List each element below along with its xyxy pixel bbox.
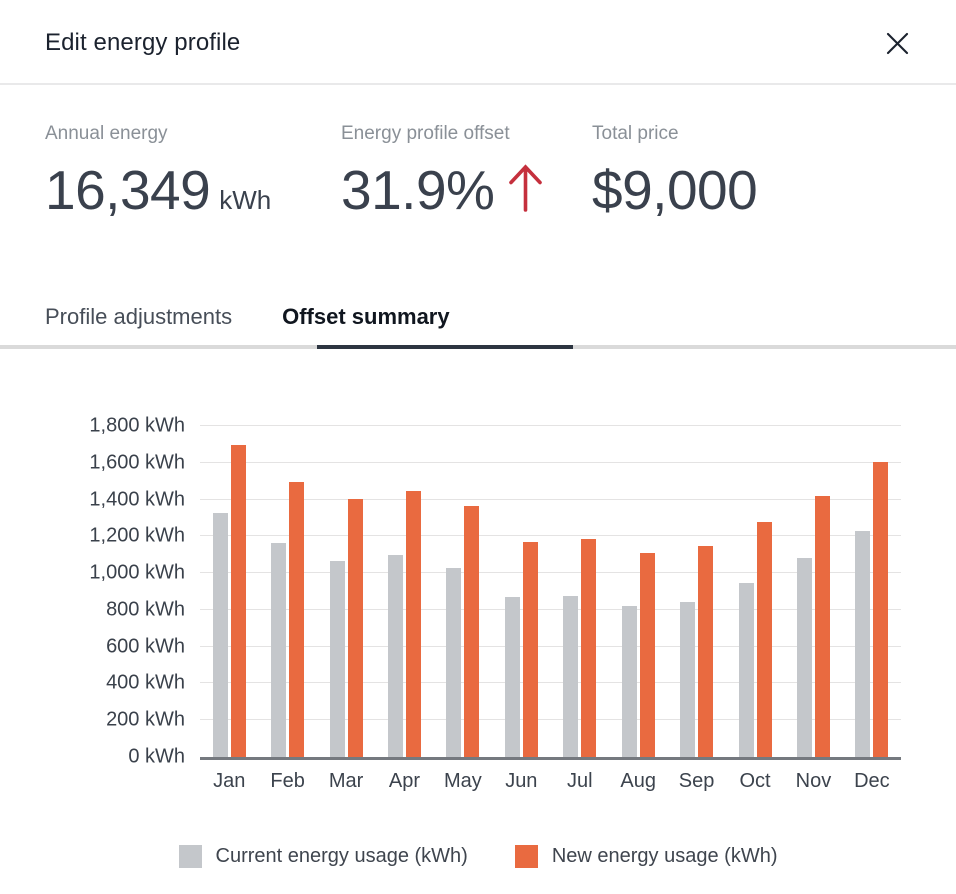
bar-current-sep (680, 601, 696, 757)
stat-energy-profile-offset: Energy profile offset 31.9% (341, 123, 592, 219)
legend-swatch-new (514, 845, 538, 868)
y-tick-label-1800: 1,800 kWh (89, 414, 185, 437)
x-tick-label-dec: Dec (854, 770, 890, 792)
close-icon (884, 30, 911, 57)
legend-label-new: New energy usage (kWh) (551, 845, 778, 867)
bar-current-jan (212, 513, 228, 757)
legend-label-current: Current energy usage (kWh) (215, 845, 468, 867)
stat-label: Energy profile offset (341, 123, 510, 144)
annual-energy-value: 16,349 (45, 159, 211, 221)
bar-group-apr (375, 426, 433, 757)
bar-current-jun (504, 597, 520, 757)
y-tick-label-600: 600 kWh (106, 635, 185, 658)
bar-group-dec (843, 426, 901, 757)
bar-new-oct (756, 521, 772, 757)
gridline-1800 (200, 425, 901, 426)
bar-current-jul (563, 596, 579, 757)
tab-profile-adjustments[interactable]: Profile adjustments (20, 302, 257, 332)
bar-new-jun (522, 541, 538, 757)
bar-new-sep (698, 545, 714, 757)
x-tick-label-jun: Jun (505, 770, 538, 792)
bar-group-oct (726, 426, 784, 757)
x-axis: Jan Feb Mar Apr May Jun Jul Aug Sep Oct Nov Dec (200, 770, 901, 793)
chart-legend: Current energy usage (kWh) New energy us… (0, 845, 956, 868)
legend-item-current: Current energy usage (kWh) (178, 845, 468, 868)
x-tick-label-jan: Jan (213, 770, 246, 792)
bar-current-nov (796, 558, 812, 757)
tab-bar: Profile adjustments Offset summary (20, 302, 475, 332)
trend-up-arrow-icon (507, 162, 544, 213)
bar-group-feb (258, 426, 316, 757)
offset-summary-chart: 0 kWh 200 kWh 400 kWh 600 kWh 800 kWh 1,000 k… (0, 345, 956, 894)
tab-offset-summary[interactable]: Offset summary (257, 302, 475, 332)
offset-value: 31.9% (341, 159, 495, 221)
y-tick-label-1400: 1,400 kWh (89, 488, 185, 511)
x-tick-label-oct: Oct (739, 770, 771, 792)
bar-group-sep (667, 426, 725, 757)
bar-current-oct (738, 583, 754, 757)
bar-group-may (434, 426, 492, 757)
y-tick-label-1200: 1,200 kWh (89, 524, 185, 547)
legend-swatch-current (178, 845, 202, 868)
bar-current-feb (271, 542, 287, 757)
bar-current-mar (329, 561, 345, 757)
legend-item-new: New energy usage (kWh) (514, 845, 778, 868)
x-tick-label-mar: Mar (328, 770, 364, 792)
x-tick-label-feb: Feb (270, 770, 305, 792)
bar-group-jan (200, 426, 258, 757)
total-price-value: $9,000 (592, 159, 758, 221)
bar-new-nov (814, 495, 830, 757)
stats-row: Annual energy 16,349 kWh Energy profile … (45, 123, 926, 219)
bar-group-aug (609, 426, 667, 757)
x-tick-label-may: May (444, 770, 482, 792)
x-axis-line (200, 757, 901, 760)
bar-new-apr (405, 491, 421, 757)
x-tick-label-apr: Apr (388, 770, 421, 792)
x-tick-label-sep: Sep (678, 770, 715, 792)
dialog-header: Edit energy profile (0, 0, 956, 85)
x-tick-label-aug: Aug (620, 770, 656, 792)
stat-total-price: Total price $9,000 (592, 123, 758, 221)
y-tick-label-1000: 1,000 kWh (89, 561, 185, 584)
y-tick-label-400: 400 kWh (106, 671, 185, 694)
gridline-1600 (200, 461, 901, 463)
bar-group-mar (317, 426, 375, 757)
bar-group-jun (492, 426, 550, 757)
bar-group-nov (784, 426, 842, 757)
bar-current-may (446, 567, 462, 757)
bar-current-dec (855, 530, 871, 757)
bar-new-feb (289, 482, 305, 757)
y-tick-label-0: 0 kWh (128, 745, 185, 768)
y-tick-label-800: 800 kWh (106, 598, 185, 621)
bar-new-jul (581, 539, 597, 757)
y-tick-label-200: 200 kWh (106, 708, 185, 731)
bar-current-aug (621, 606, 637, 757)
bar-group-jul (551, 426, 609, 757)
x-tick-label-jul: Jul (566, 770, 593, 792)
gridline-1200 (200, 535, 901, 537)
gridline-200 (200, 719, 901, 721)
gridline-600 (200, 645, 901, 647)
x-tick-label-nov: Nov (795, 770, 832, 792)
bar-new-aug (639, 552, 655, 757)
annual-energy-unit: kWh (219, 185, 272, 215)
gridline-800 (200, 608, 901, 610)
bar-new-may (464, 506, 480, 757)
stat-annual-energy: Annual energy 16,349 kWh (45, 123, 341, 219)
close-button[interactable] (881, 27, 913, 59)
bar-current-apr (387, 554, 403, 757)
gridline-400 (200, 682, 901, 684)
plot-area (200, 425, 901, 760)
bar-new-jan (230, 445, 246, 757)
stat-label: Total price (592, 123, 679, 144)
gridline-1000 (200, 572, 901, 574)
y-tick-label-1600: 1,600 kWh (89, 451, 185, 474)
stat-label: Annual energy (45, 123, 168, 144)
page-title: Edit energy profile (45, 29, 241, 56)
bar-new-mar (347, 498, 363, 757)
active-tab-underline (317, 345, 573, 349)
bar-new-dec (873, 461, 889, 757)
gridline-1400 (200, 498, 901, 500)
